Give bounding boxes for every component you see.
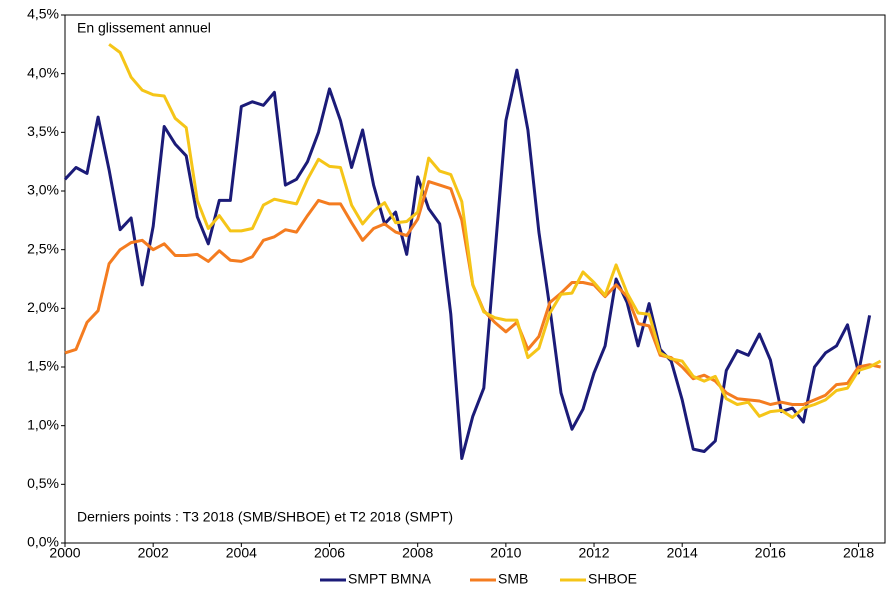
y-tick-label: 4,5%: [27, 6, 59, 22]
y-tick-label: 4,0%: [27, 64, 59, 80]
series-line: [108, 43, 882, 419]
annotation: Derniers points : T3 2018 (SMB/SHBOE) et…: [77, 509, 453, 525]
x-tick-label: 2006: [314, 545, 345, 561]
y-tick-label: 3,0%: [27, 182, 59, 198]
y-tick-label: 2,5%: [27, 240, 59, 256]
x-tick-label: 2008: [402, 545, 433, 561]
x-tick-label: 2004: [226, 545, 257, 561]
x-tick-label: 2010: [490, 545, 521, 561]
series-line: [64, 180, 881, 406]
y-tick-label: 2,0%: [27, 299, 59, 315]
plot-frame: [64, 14, 886, 544]
x-tick-label: 2000: [49, 545, 80, 561]
x-tick-label: 2016: [755, 545, 786, 561]
y-tick-label: 0,5%: [27, 475, 59, 491]
legend-label: SHBOE: [588, 571, 637, 587]
y-tick-label: 1,0%: [27, 416, 59, 432]
x-tick-label: 2018: [843, 545, 874, 561]
legend-label: SMPT BMNA: [348, 571, 432, 587]
y-tick-label: 3,5%: [27, 123, 59, 139]
x-tick-label: 2002: [138, 545, 169, 561]
annotation: En glissement annuel: [77, 20, 211, 36]
x-tick-label: 2012: [578, 545, 609, 561]
legend-label: SMB: [498, 571, 528, 587]
y-tick-label: 1,5%: [27, 358, 59, 374]
y-tick-label: 0,0%: [27, 534, 59, 550]
x-tick-label: 2014: [667, 545, 698, 561]
series-line: [63, 68, 872, 460]
